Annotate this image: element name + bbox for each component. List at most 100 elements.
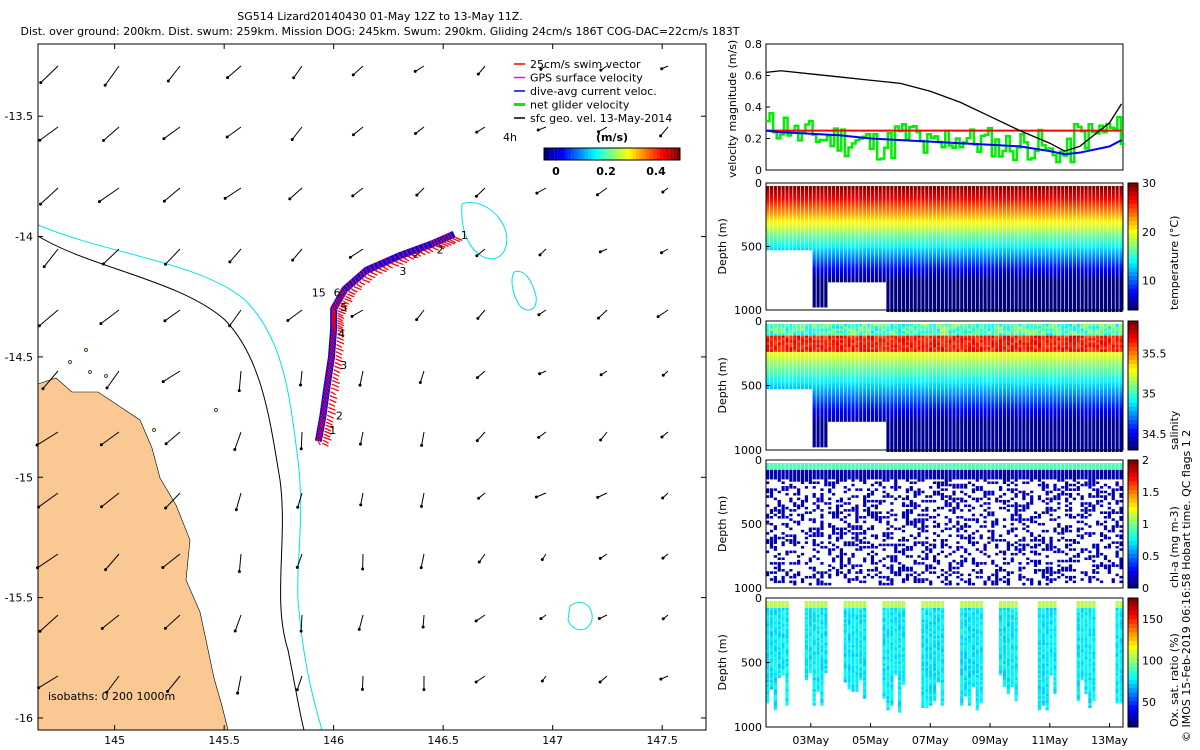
data-point xyxy=(890,307,894,310)
data-point xyxy=(967,298,972,301)
data-point xyxy=(917,288,921,292)
data-point xyxy=(1061,202,1065,205)
data-point xyxy=(820,229,824,233)
x-tick-label: 145 xyxy=(104,734,125,747)
data-point xyxy=(1033,302,1038,306)
data-point xyxy=(1076,284,1080,287)
data-point xyxy=(820,298,824,301)
data-point xyxy=(847,190,851,194)
data-point xyxy=(1014,234,1018,237)
data-point xyxy=(1111,238,1115,242)
data-point xyxy=(1103,215,1108,219)
data-point xyxy=(925,304,929,308)
vector-head xyxy=(163,319,167,323)
data-point xyxy=(948,304,952,308)
data-point xyxy=(835,208,840,212)
data-point xyxy=(999,220,1003,223)
data-point xyxy=(894,279,898,283)
data-point xyxy=(800,206,805,210)
data-point xyxy=(901,252,906,255)
data-point xyxy=(983,259,987,262)
data-point xyxy=(1014,272,1018,276)
data-point xyxy=(835,250,840,253)
data-point xyxy=(1022,261,1026,265)
data-point xyxy=(859,206,863,210)
data-point xyxy=(1068,263,1073,267)
data-point xyxy=(921,229,925,233)
swim-vector xyxy=(325,378,331,387)
data-point xyxy=(975,199,979,203)
data-point xyxy=(979,300,983,303)
data-point xyxy=(917,199,921,203)
data-point xyxy=(812,298,816,301)
geostrophic-vector xyxy=(100,309,120,325)
swim-vector xyxy=(327,410,336,415)
data-point xyxy=(929,250,933,253)
data-point xyxy=(1049,275,1053,278)
data-point xyxy=(1061,275,1065,278)
swim-vector xyxy=(318,422,324,431)
data-point xyxy=(855,250,859,253)
data-point xyxy=(1072,270,1077,274)
data-point xyxy=(1092,236,1096,239)
data-point xyxy=(929,300,933,303)
data-point xyxy=(851,227,855,230)
data-point xyxy=(1088,293,1092,297)
data-point xyxy=(925,224,929,228)
data-point xyxy=(1092,240,1096,244)
data-point xyxy=(925,275,929,278)
data-point xyxy=(1092,231,1096,235)
data-point xyxy=(816,240,820,244)
data-point xyxy=(960,282,964,285)
data-point xyxy=(1041,234,1045,237)
day-label: 5 xyxy=(340,301,347,314)
data-point xyxy=(913,227,917,230)
data-point xyxy=(909,243,913,246)
data-point xyxy=(878,202,882,205)
data-point xyxy=(929,236,933,239)
data-point xyxy=(1030,236,1034,239)
vector-head xyxy=(659,677,663,681)
data-point xyxy=(967,300,972,303)
data-point xyxy=(882,243,886,246)
data-point xyxy=(1103,259,1108,262)
data-point xyxy=(1033,270,1038,274)
data-point xyxy=(851,197,855,201)
data-point xyxy=(967,227,972,230)
data-point xyxy=(832,234,836,237)
data-point xyxy=(839,186,843,189)
data-point xyxy=(971,309,976,313)
data-point xyxy=(890,190,894,194)
data-point xyxy=(851,220,855,223)
data-point xyxy=(812,247,816,251)
data-point xyxy=(1103,206,1108,210)
colorbar-cell xyxy=(673,148,677,160)
data-point xyxy=(866,275,871,278)
data-point xyxy=(917,247,921,251)
data-point xyxy=(1084,222,1088,226)
data-point xyxy=(874,229,878,233)
data-point xyxy=(1103,192,1108,196)
geostrophic-vector xyxy=(359,370,364,386)
data-point xyxy=(971,188,976,191)
data-point xyxy=(1045,236,1049,239)
data-point xyxy=(999,195,1003,198)
data-point xyxy=(878,188,882,191)
swim-vector xyxy=(429,240,435,249)
swim-vector xyxy=(337,333,345,338)
data-point xyxy=(1014,188,1018,191)
data-point xyxy=(1072,211,1077,214)
data-point xyxy=(1072,293,1077,297)
data-point xyxy=(1045,284,1049,287)
data-point xyxy=(816,213,820,217)
data-point xyxy=(793,197,797,201)
data-point xyxy=(921,288,925,292)
data-point xyxy=(983,231,987,235)
data-point xyxy=(1061,266,1065,269)
data-point xyxy=(1057,234,1061,237)
data-point xyxy=(1076,238,1080,242)
data-point xyxy=(1030,247,1034,251)
data-point xyxy=(975,245,979,249)
data-point xyxy=(995,222,999,226)
data-point xyxy=(1002,206,1007,210)
